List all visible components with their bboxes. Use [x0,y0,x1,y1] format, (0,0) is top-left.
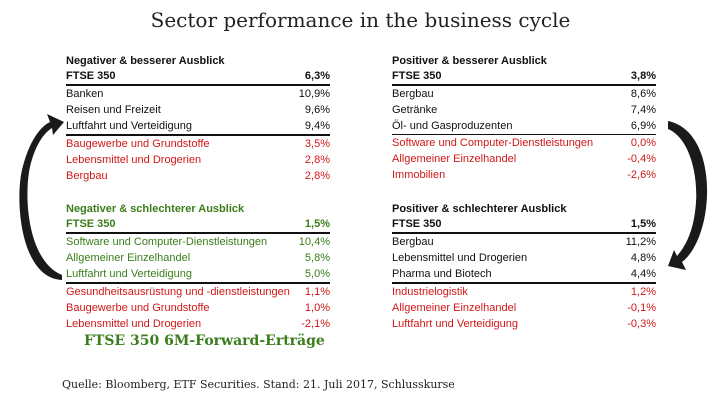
panel-heading: Positiver & schlechterer Ausblick [392,203,567,215]
panel-negative-worse: Negativer & schlechterer Ausblick FTSE 3… [66,203,330,332]
table-row: Baugewerbe und Grundstoffe 3,5% [66,136,330,152]
sector-name: Lebensmittel und Drogerien [392,252,528,264]
sector-name: Luftfahrt und Verteidigung [66,120,192,132]
sector-name: Lebensmittel und Drogerien [66,318,202,330]
sector-value: 10,4% [298,236,330,248]
panel-positive-worse: Positiver & schlechterer Ausblick FTSE 3… [392,203,656,332]
sector-name: Getränke [392,104,438,116]
sector-name: Allgemeiner Einzelhandel [66,252,191,264]
sector-name: Baugewerbe und Grundstoffe [66,302,210,314]
table-row: Software und Computer-Dienstleistungen 0,… [392,135,656,151]
right-cycle-arrow-icon [668,121,708,270]
chart-title: Sector performance in the business cycle [150,8,571,32]
table-row: Allgemeiner Einzelhandel -0,1% [392,300,656,316]
index-label: FTSE 350 [392,218,442,230]
chart-subtitle: FTSE 350 6M-Forward-Erträge [84,333,325,349]
sector-value: 2,8% [304,154,330,166]
table-row: Pharma und Biotech 4,4% [392,266,656,282]
table-row: Lebensmittel und Drogerien 2,8% [66,152,330,168]
panel-heading: Negativer & besserer Ausblick [66,55,225,67]
table-row: Luftfahrt und Verteidigung -0,3% [392,316,656,332]
table-row: Reisen und Freizeit 9,6% [66,102,330,118]
sector-name: Banken [66,88,104,100]
sector-value: -2,6% [627,169,656,181]
sector-value: 9,4% [304,120,330,132]
index-value: 1,5% [630,218,656,230]
sector-value: 10,9% [298,88,330,100]
sector-value: 0,0% [630,137,656,149]
panel-positive-better: Positiver & besserer Ausblick FTSE 350 3… [392,55,656,183]
index-label: FTSE 350 [66,218,116,230]
table-row: Bergbau 2,8% [66,168,330,184]
sector-name: Pharma und Biotech [392,268,492,280]
index-label: FTSE 350 [66,70,116,82]
sector-value: 4,8% [630,252,656,264]
left-cycle-arrow-icon [19,114,64,280]
panel-heading: Negativer & schlechterer Ausblick [66,203,245,215]
panel-heading: Positiver & besserer Ausblick [392,55,547,67]
sector-value: 4,4% [630,268,656,280]
panel-negative-better: Negativer & besserer Ausblick FTSE 350 6… [66,55,330,184]
sector-name: Luftfahrt und Verteidigung [392,318,518,330]
sector-value: 7,4% [630,104,656,116]
sector-name: Allgemeiner Einzelhandel [392,153,517,165]
sector-value: -0,1% [627,302,656,314]
index-label: FTSE 350 [392,70,442,82]
sector-value: 1,2% [630,286,656,298]
table-row: Lebensmittel und Drogerien -2,1% [66,316,330,332]
table-row: Öl- und Gasproduzenten 6,9% [392,118,656,134]
sector-name: Bergbau [392,236,434,248]
sector-name: Reisen und Freizeit [66,104,161,116]
sector-value: 1,1% [304,286,330,298]
sector-name: Software und Computer-Dienstleistungen [66,236,268,248]
sector-value: 11,2% [625,236,656,248]
sector-name: Software und Computer-Dienstleistungen [392,137,594,149]
index-row: FTSE 350 1,5% [392,216,656,232]
sector-name: Industrielogistik [392,286,468,298]
table-row: Getränke 7,4% [392,102,656,118]
sector-name: Baugewerbe und Grundstoffe [66,138,210,150]
sector-name: Allgemeiner Einzelhandel [392,302,517,314]
table-row: Bergbau 8,6% [392,86,656,102]
table-row: Baugewerbe und Grundstoffe 1,0% [66,300,330,316]
sector-value: 5,8% [304,252,330,264]
sector-name: Bergbau [392,88,434,100]
table-row: Lebensmittel und Drogerien 4,8% [392,250,656,266]
sector-value: 1,0% [304,302,330,314]
table-row: Bergbau 11,2% [392,234,656,250]
table-row: Immobilien -2,6% [392,167,656,183]
sector-value: 6,9% [630,120,656,132]
sector-value: -0,4% [627,153,656,165]
sector-name: Immobilien [392,169,446,181]
sector-name: Luftfahrt und Verteidigung [66,268,192,280]
index-value: 6,3% [304,70,330,82]
table-row: Allgemeiner Einzelhandel 5,8% [66,250,330,266]
table-row: Gesundheitsausrüstung und -dienstleistun… [66,284,330,300]
sector-value: 8,6% [630,88,656,100]
table-row: Banken 10,9% [66,86,330,102]
sector-value: -0,3% [627,318,656,330]
table-row: Allgemeiner Einzelhandel -0,4% [392,151,656,167]
sector-name: Öl- und Gasproduzenten [392,120,513,132]
sector-value: -2,1% [301,318,330,330]
table-row: Luftfahrt und Verteidigung 9,4% [66,118,330,134]
index-value: 1,5% [304,218,330,230]
index-row: FTSE 350 1,5% [66,216,330,232]
sector-name: Lebensmittel und Drogerien [66,154,202,166]
index-row: FTSE 350 6,3% [66,68,330,84]
source-note: Quelle: Bloomberg, ETF Securities. Stand… [62,378,455,391]
sector-value: 9,6% [304,104,330,116]
sector-value: 2,8% [304,170,330,182]
sector-value: 3,5% [304,138,330,150]
sector-name: Gesundheitsausrüstung und -dienstleistun… [66,286,290,298]
table-row: Luftfahrt und Verteidigung 5,0% [66,266,330,282]
sector-name: Bergbau [66,170,108,182]
index-value: 3,8% [630,70,656,82]
index-row: FTSE 350 3,8% [392,68,656,84]
table-row: Software und Computer-Dienstleistungen 10… [66,234,330,250]
table-row: Industrielogistik 1,2% [392,284,656,300]
sector-value: 5,0% [304,268,330,280]
